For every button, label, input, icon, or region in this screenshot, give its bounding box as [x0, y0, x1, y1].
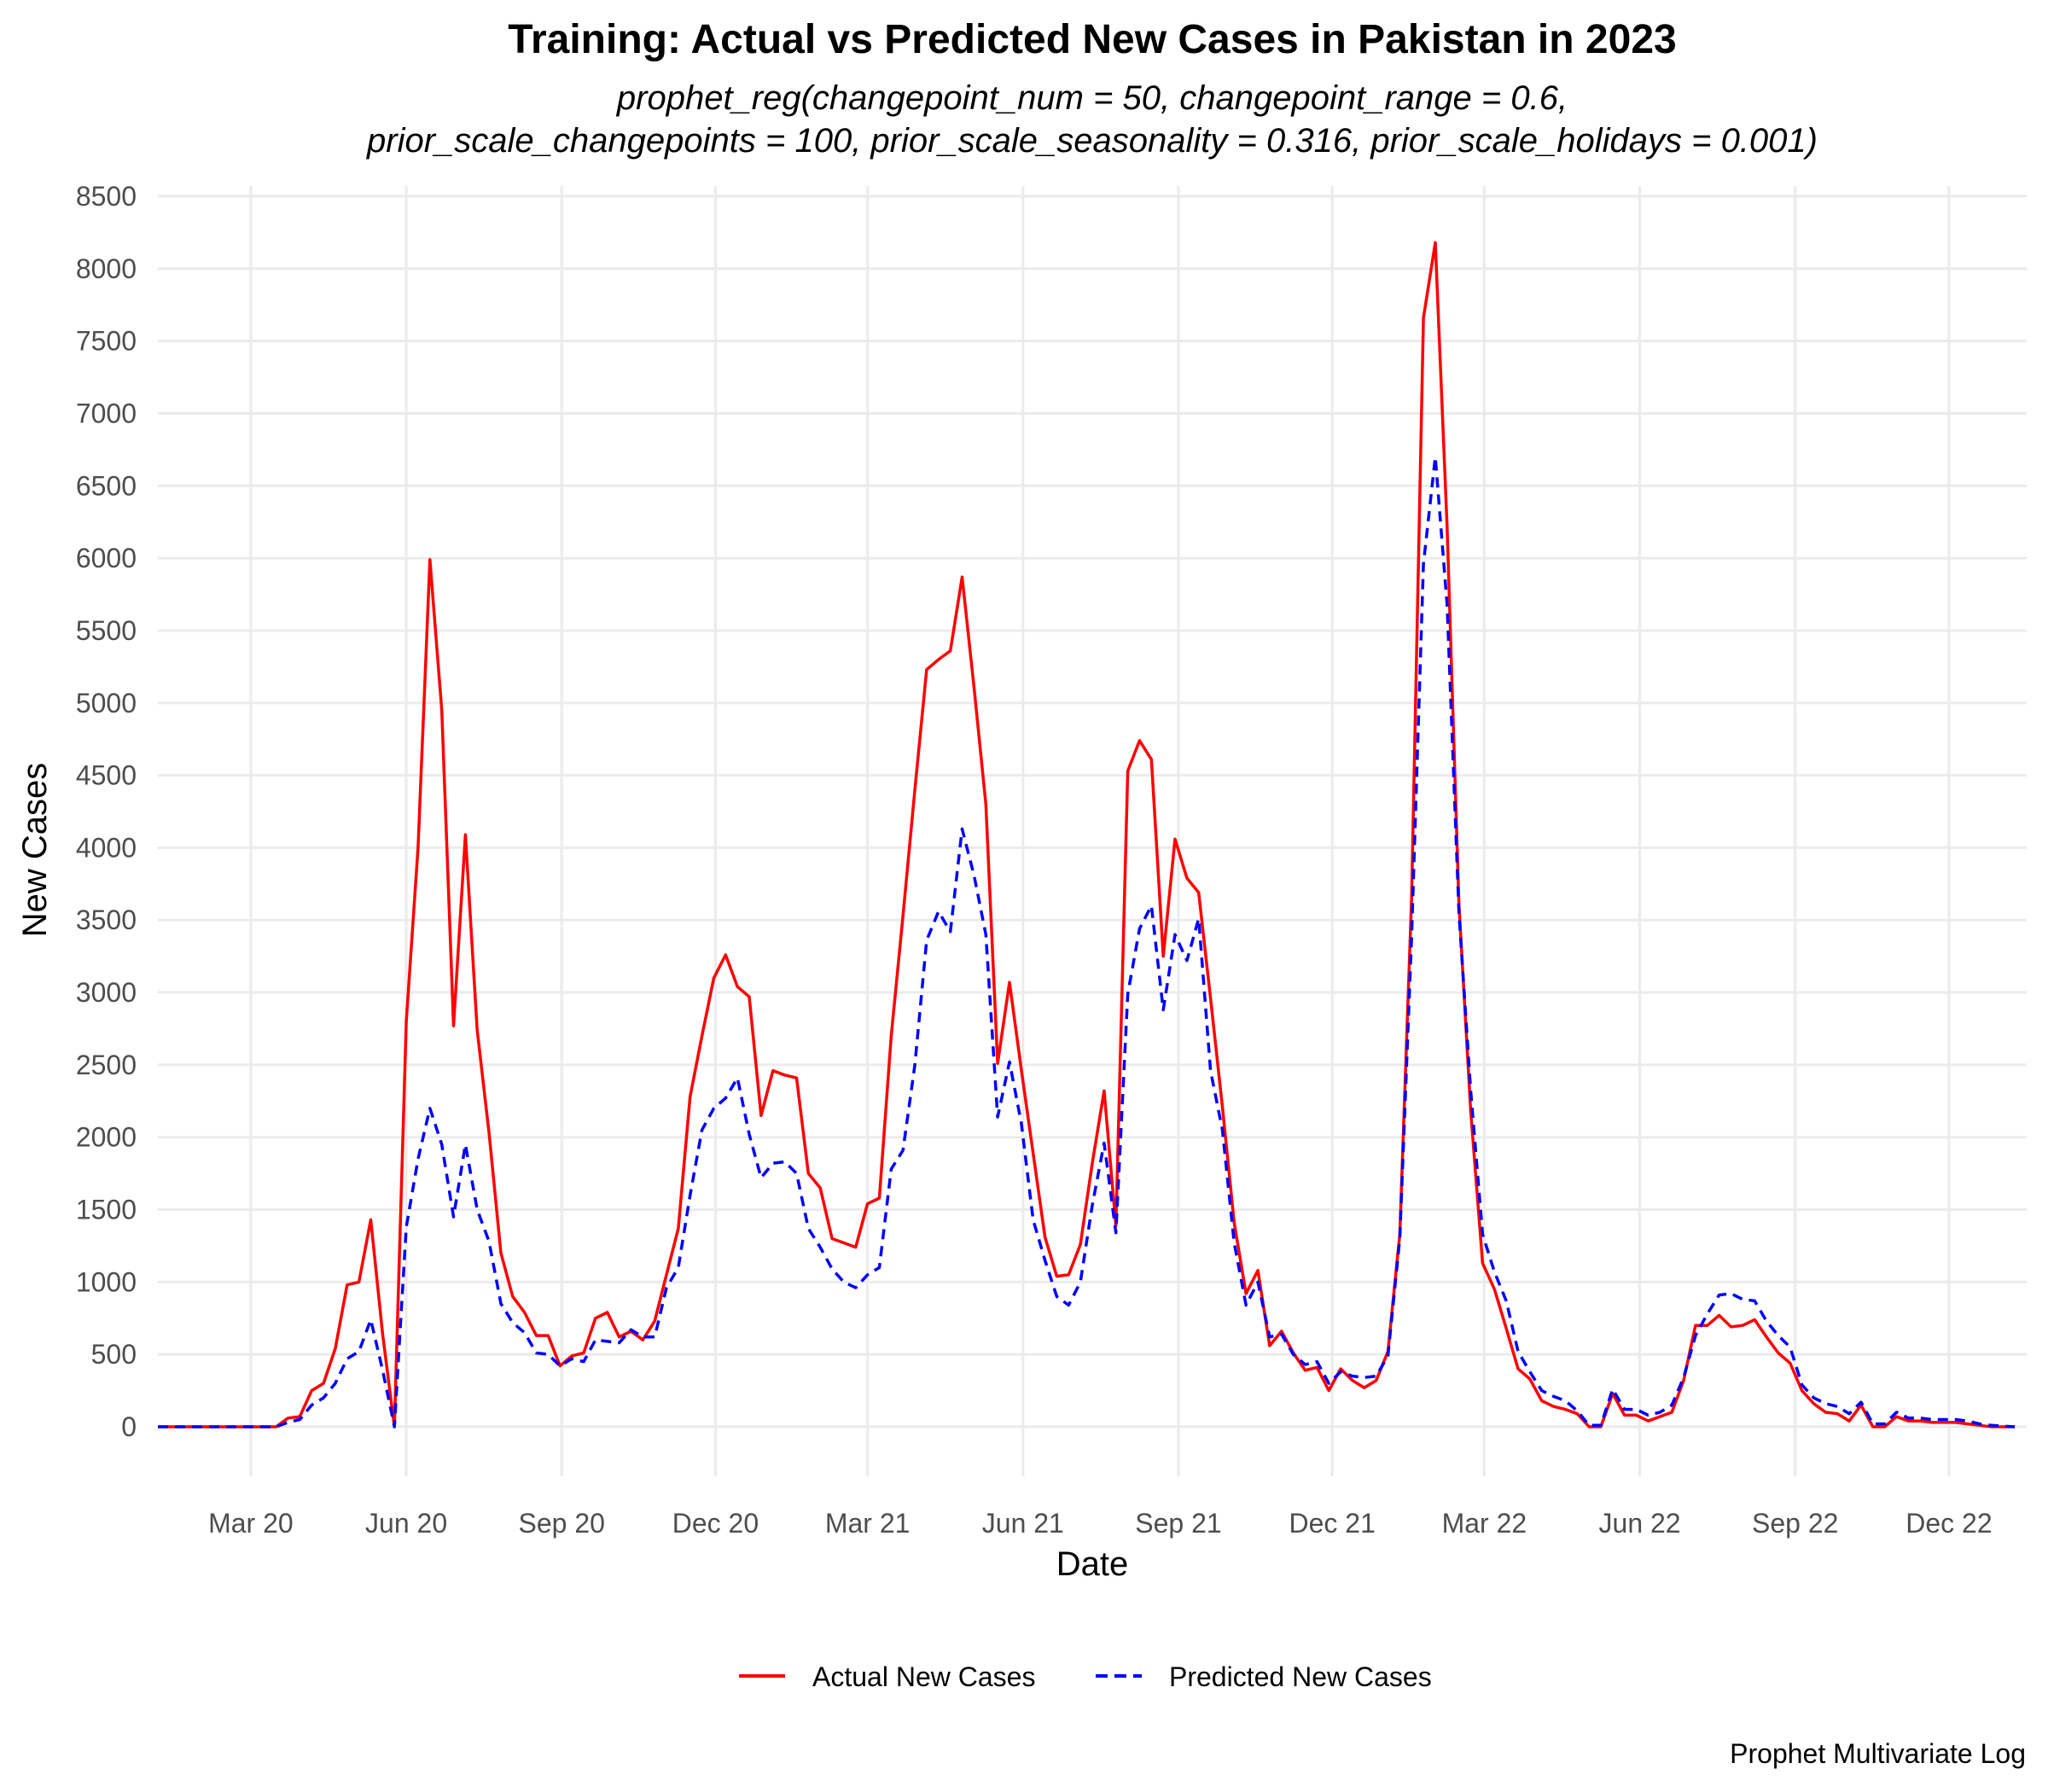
y-tick-label: 4500	[76, 760, 137, 791]
x-tick-label: Sep 21	[1135, 1508, 1221, 1539]
x-tick-label: Jun 21	[982, 1508, 1064, 1539]
y-tick-label: 3000	[76, 977, 137, 1008]
y-tick-label: 3500	[76, 905, 137, 935]
y-tick-label: 2500	[76, 1050, 137, 1080]
y-tick-label: 8000	[76, 253, 137, 284]
y-tick-label: 2000	[76, 1122, 137, 1153]
y-tick-label: 7000	[76, 398, 137, 428]
chart-caption: Prophet Multivariate Log	[1730, 1738, 2026, 1769]
chart-subtitle-line-1: prophet_reg(changepoint_num = 50, change…	[616, 79, 1568, 117]
x-axis-ticks: Mar 20 Jun 20 Sep 20 Dec 20 Mar 21 Jun 21 Sep …	[208, 1508, 1993, 1539]
x-tick-label: Mar 20	[208, 1508, 294, 1539]
series-line-predicted	[158, 455, 2016, 1428]
x-tick-label: Mar 22	[1442, 1508, 1527, 1539]
y-tick-label: 1500	[76, 1195, 137, 1225]
y-tick-label: 0	[121, 1411, 137, 1442]
x-tick-label: Dec 21	[1289, 1508, 1375, 1539]
legend-label-actual: Actual New Cases	[812, 1661, 1035, 1692]
y-axis-ticks: 0 500 1000 1500 2000 2500 3000 3500 4000 4500 5000…	[76, 181, 137, 1442]
x-axis-title: Date	[1056, 1545, 1129, 1583]
x-tick-label: Sep 22	[1752, 1508, 1838, 1539]
x-tick-label: Jun 20	[365, 1508, 447, 1539]
y-tick-label: 1000	[76, 1266, 137, 1297]
y-tick-label: 4000	[76, 832, 137, 863]
y-tick-label: 5500	[76, 615, 137, 646]
legend-label-predicted: Predicted New Cases	[1169, 1661, 1432, 1692]
x-tick-label: Mar 21	[825, 1508, 911, 1539]
x-tick-label: Dec 20	[672, 1508, 759, 1539]
series-layer	[158, 241, 2016, 1428]
y-tick-label: 6000	[76, 543, 137, 573]
grid-lines	[158, 186, 2027, 1476]
chart-title: Training: Actual vs Predicted New Cases …	[508, 17, 1676, 62]
chart-subtitle-line-2: prior_scale_changepoints = 100, prior_sc…	[366, 122, 1818, 160]
y-tick-label: 500	[91, 1339, 137, 1370]
y-tick-label: 5000	[76, 688, 137, 719]
x-tick-label: Jun 22	[1599, 1508, 1681, 1539]
x-tick-label: Dec 22	[1905, 1508, 1992, 1539]
y-tick-label: 7500	[76, 326, 137, 357]
y-axis-title: New Cases	[16, 763, 54, 938]
legend: Actual New Cases Predicted New Cases	[739, 1661, 1432, 1692]
x-tick-label: Sep 20	[519, 1508, 605, 1539]
y-tick-label: 6500	[76, 470, 137, 501]
series-line-actual	[158, 241, 2016, 1428]
y-tick-label: 8500	[76, 181, 137, 212]
